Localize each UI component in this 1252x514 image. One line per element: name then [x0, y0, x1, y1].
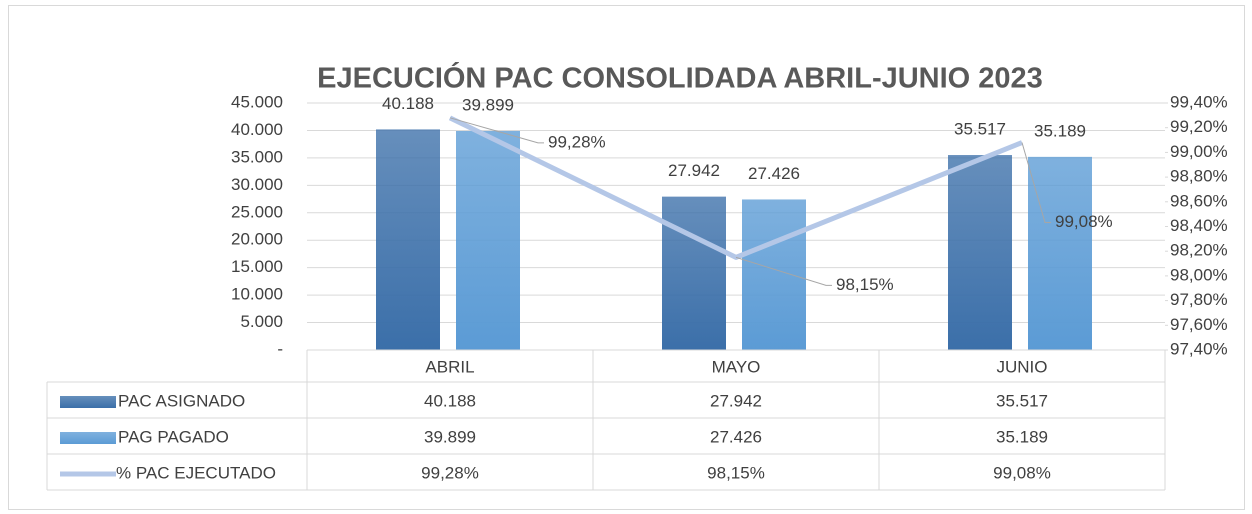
y2-tick-label: 98,80% — [1170, 167, 1228, 186]
data-label: 98,15% — [836, 275, 894, 294]
y2-tick-label: 98,60% — [1170, 191, 1228, 210]
leader-line — [449, 117, 544, 144]
bar — [1028, 156, 1092, 350]
table-cell: 27.426 — [710, 427, 762, 446]
y-tick-label: 5.000 — [240, 312, 283, 331]
table-cell: 27.942 — [710, 391, 762, 410]
y2-tick-label: 97,60% — [1170, 315, 1228, 334]
data-label: 27.426 — [748, 164, 800, 183]
data-label: 40.188 — [382, 94, 434, 113]
bar — [948, 155, 1012, 350]
y2-tick-label: 98,20% — [1170, 241, 1228, 260]
y2-tick-label: 97,40% — [1170, 339, 1228, 358]
table-cell: 39.899 — [424, 427, 476, 446]
y-tick-label: 20.000 — [231, 230, 283, 249]
y-tick-label: 10.000 — [231, 285, 283, 304]
table-cell: 35.517 — [996, 391, 1048, 410]
y-tick-label: 30.000 — [231, 175, 283, 194]
data-label: 99,08% — [1055, 212, 1113, 231]
bar — [742, 199, 806, 350]
y-tick-label: 25.000 — [231, 202, 283, 221]
legend-label: PAG PAGADO — [118, 427, 229, 446]
x-tick-label: MAYO — [712, 357, 761, 376]
table-cell: 99,08% — [993, 463, 1051, 482]
table-cell: 35.189 — [996, 427, 1048, 446]
y2-tick-label: 99,00% — [1170, 142, 1228, 161]
legend-swatch — [60, 396, 116, 408]
y2-tick-label: 98,40% — [1170, 216, 1228, 235]
data-label: 35.189 — [1034, 121, 1086, 140]
data-label: 27.942 — [668, 161, 720, 180]
y-tick-label: 15.000 — [231, 257, 283, 276]
x-tick-label: ABRIL — [425, 357, 474, 376]
y2-tick-label: 99,20% — [1170, 117, 1228, 136]
legend-label: % PAC EJECUTADO — [116, 463, 276, 482]
legend-swatch — [60, 432, 116, 444]
data-label: 35.517 — [954, 120, 1006, 139]
y-tick-label: 40.000 — [231, 120, 283, 139]
y2-tick-label: 98,00% — [1170, 265, 1228, 284]
x-tick-label: JUNIO — [997, 357, 1048, 376]
y-tick-label: - — [277, 339, 283, 358]
bar — [376, 129, 440, 350]
bar — [456, 130, 520, 350]
legend-label: PAC ASIGNADO — [118, 391, 245, 410]
chart-title: EJECUCIÓN PAC CONSOLIDADA ABRIL-JUNIO 20… — [317, 61, 1043, 95]
leader-line — [1021, 142, 1051, 224]
y2-tick-label: 97,80% — [1170, 290, 1228, 309]
data-label: 39.899 — [462, 95, 514, 114]
table-cell: 99,28% — [421, 463, 479, 482]
table-cell: 98,15% — [707, 463, 765, 482]
bar — [662, 196, 726, 350]
y-tick-label: 45.000 — [231, 92, 283, 111]
table-cell: 40.188 — [424, 391, 476, 410]
y-tick-label: 35.000 — [231, 147, 283, 166]
y2-tick-label: 99,40% — [1170, 92, 1228, 111]
leader-line — [735, 256, 832, 286]
data-label: 99,28% — [548, 132, 606, 151]
